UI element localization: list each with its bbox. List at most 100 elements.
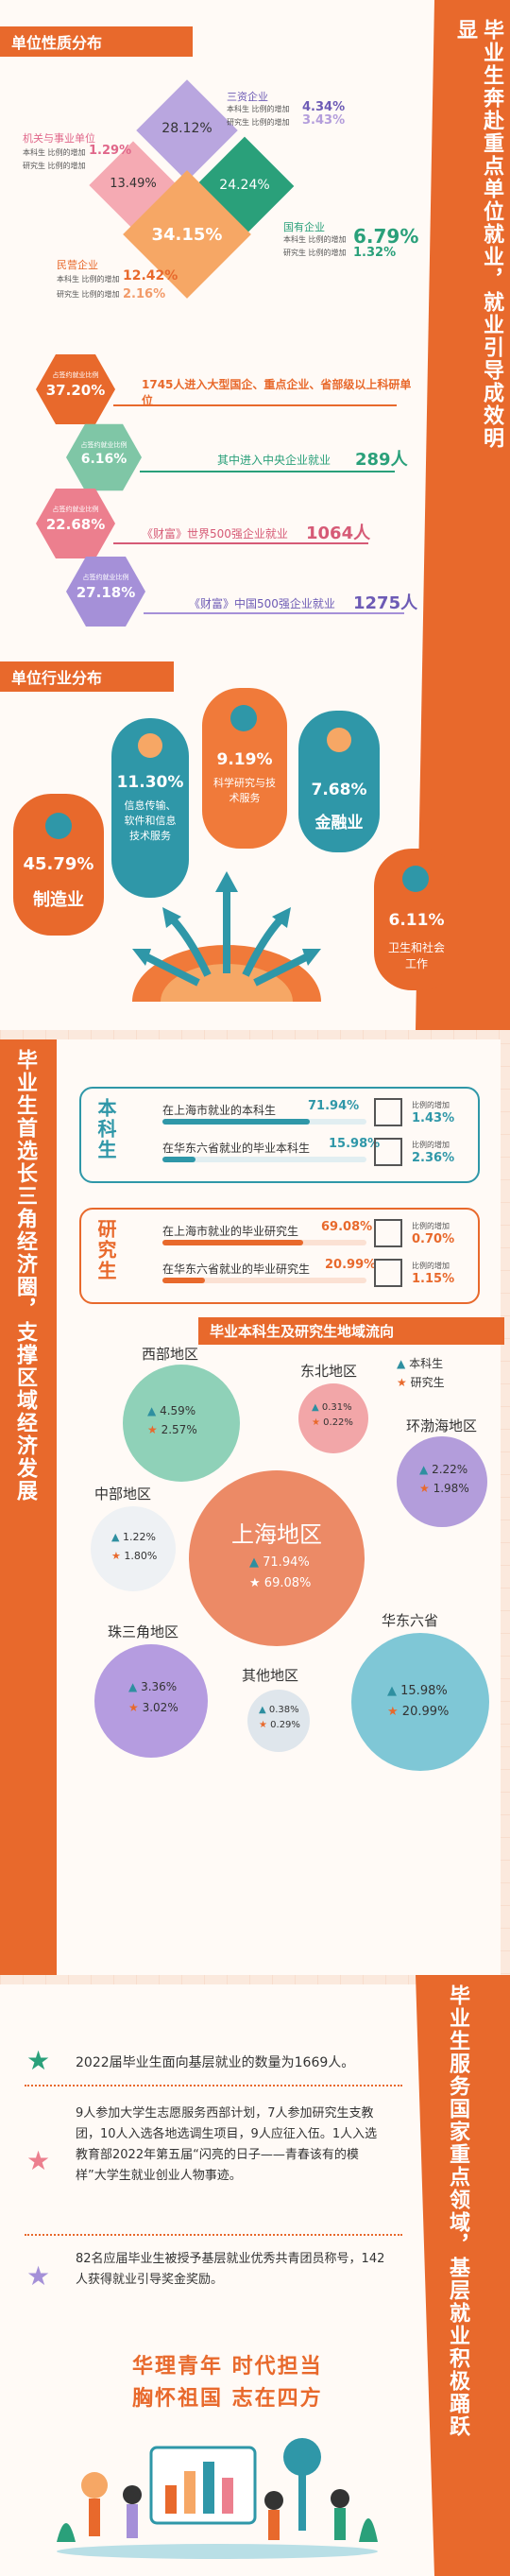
region-title: 毕业本科生及研究生地域流向	[198, 1317, 504, 1345]
legend-ug-label: 本科生	[409, 1357, 444, 1370]
industry-pill-mfg-name: 制造业	[33, 890, 84, 910]
industry-pill-mfg-dot	[45, 813, 72, 839]
region-west-circle	[123, 1365, 240, 1482]
growth-arrows-illustration	[132, 871, 321, 1002]
triangle-icon: ▲	[147, 1404, 157, 1417]
section3-side-title: 毕业生首选长三角经济圈，支撑区域经济发展	[13, 1049, 37, 1503]
ug-row1-bar	[162, 1119, 366, 1125]
basic-item1-text: 2022届毕业生面向基层就业的数量为1669人。	[76, 2055, 355, 2070]
section4-side-title: 毕业生服务国家重点领域，基层就业积极踊跃	[446, 1984, 469, 2438]
region-other-ug-val: 0.38%	[268, 1705, 299, 1715]
region-ne-ug-val: 0.31%	[321, 1402, 352, 1413]
triangle-icon: ▲	[259, 1705, 266, 1715]
pg-row1-pct: 69.08%	[321, 1220, 373, 1234]
legend-star-icon: ★	[397, 1376, 407, 1389]
pg-row2-text: 在华东六省就业的毕业研究生	[162, 1262, 311, 1276]
label-foreign-v2: 3.43%	[302, 113, 346, 128]
pg-row2-pct: 20.99%	[325, 1258, 377, 1272]
label-gov-l2: 研究生 比例的增加	[23, 162, 86, 170]
grad-label: 研究生	[94, 1219, 117, 1281]
legend-triangle-icon: ▲	[397, 1357, 406, 1370]
ug-row2-inc: 2.36%	[412, 1151, 455, 1165]
section3-side-band	[0, 1039, 57, 1975]
label-state-v1: 6.79%	[353, 225, 419, 248]
region-other-circle	[247, 1690, 310, 1752]
region-west-ug: ▲ 4.59%	[147, 1404, 196, 1417]
star-icon: ★	[111, 1550, 121, 1562]
ug-row1-text: 在上海市就业的本科生	[162, 1104, 277, 1117]
pg-row2-inc: 1.15%	[412, 1272, 455, 1286]
region-sh-circle	[189, 1470, 365, 1646]
hex-1-label: 占签约就业比例	[52, 371, 99, 379]
region-central-pg: ★ 1.80%	[111, 1550, 157, 1562]
industry-pill-fin-pct: 7.68%	[311, 781, 367, 799]
star-icon: ★	[312, 1417, 320, 1428]
hex-3-pct: 22.68%	[45, 516, 106, 533]
region-west-pg: ★ 2.57%	[147, 1423, 197, 1436]
hex-2-text: 其中进入中央企业就业	[217, 454, 332, 467]
hex-3-text: 《财富》世界500强企业就业	[142, 527, 288, 541]
section2-title: 单位行业分布	[0, 661, 174, 692]
legend-pg-label: 研究生	[410, 1376, 445, 1389]
pg-row1-inc-label: 比例的增加	[412, 1222, 450, 1230]
region-prd-pg-val: 3.02%	[142, 1701, 178, 1714]
label-state-l2: 研究生 比例的增加	[283, 249, 347, 257]
section1-side-title: 毕业生奔赴重点单位就业，就业引导成效明显	[453, 19, 503, 450]
star-icon: ★	[128, 1701, 139, 1714]
hex-4-pct: 27.18%	[76, 584, 136, 601]
pg-row1-text: 在上海市就业的毕业研究生	[162, 1225, 299, 1238]
pg-row1-chart-icon	[374, 1219, 402, 1247]
diamond-bottom-pct: 34.15%	[151, 225, 223, 245]
label-private-name: 民营企业	[57, 259, 98, 271]
basic-item1-star-icon: ★	[26, 2045, 51, 2076]
label-foreign-v1: 4.34%	[302, 100, 346, 114]
industry-pill-fin-dot	[327, 728, 351, 752]
ug-row1-pct: 71.94%	[308, 1099, 360, 1113]
region-prd-ug: ▲ 3.36%	[128, 1680, 177, 1693]
ug-row1-inc: 1.43%	[412, 1111, 455, 1125]
label-foreign-l2: 研究生 比例的增加	[227, 118, 290, 127]
industry-pill-sci-pct: 9.19%	[216, 750, 273, 769]
industry-pill-sci-dot	[230, 705, 257, 731]
triangle-icon: ▲	[249, 1555, 259, 1570]
hex-4-label: 占签约就业比例	[82, 574, 129, 581]
pg-row2-bar	[162, 1278, 366, 1283]
undergrad-box	[79, 1087, 480, 1183]
industry-pill-health-dot	[402, 866, 429, 892]
basic-item2-star-icon: ★	[26, 2145, 51, 2176]
ug-row2-chart-icon	[374, 1138, 402, 1166]
pg-row2-bar-fill	[162, 1278, 206, 1283]
region-west-pg-val: 2.57%	[161, 1423, 197, 1436]
hex-1-line	[113, 404, 397, 406]
triangle-icon: ▲	[111, 1531, 120, 1543]
label-gov-l1: 本科生 比例的增加	[23, 148, 86, 157]
section1-title: 单位性质分布	[0, 26, 193, 57]
basic-item2-text: 9人参加大学生志愿服务西部计划，7人参加研究生支教团，10人入选各地选调生项目，…	[76, 2106, 378, 2183]
industry-pill-it-pct: 11.30%	[116, 773, 184, 792]
diamond-left-pct: 13.49%	[110, 177, 157, 191]
region-ne-pg-val: 0.22%	[323, 1417, 353, 1428]
hex-2-label: 占签约就业比例	[80, 441, 128, 449]
hex-3-label: 占签约就业比例	[52, 506, 99, 513]
slogan-line1: 华理青年 时代担当	[132, 2355, 323, 2379]
hex-4-text: 《财富》中国500强企业就业	[189, 597, 335, 610]
region-central-ug-val: 1.22%	[122, 1531, 156, 1543]
pg-row1-inc: 0.70%	[412, 1232, 455, 1246]
region-ne-pg: ★ 0.22%	[312, 1417, 353, 1428]
region-bohai-ug: ▲ 2.22%	[419, 1463, 468, 1476]
region-other-name: 其他地区	[242, 1667, 299, 1684]
region-bohai-pg-val: 1.98%	[433, 1482, 469, 1495]
region-other-pg-val: 0.29%	[270, 1720, 300, 1730]
region-sh-ug-val: 71.94%	[263, 1555, 310, 1570]
hex-4-num: 1275人	[353, 593, 418, 613]
slogan-line2: 胸怀祖国 志在四方	[132, 2387, 323, 2411]
legend-ug: ▲ 本科生	[397, 1355, 443, 1371]
region-central-pg-val: 1.80%	[124, 1550, 158, 1562]
region-ne-circle	[298, 1383, 368, 1453]
ug-row1-chart-icon	[374, 1098, 402, 1126]
region-sh-ug: ▲ 71.94%	[249, 1555, 310, 1570]
label-foreign-name: 三资企业	[227, 91, 268, 103]
label-private-l2: 研究生 比例的增加	[57, 290, 120, 299]
region-east-ug-val: 15.98%	[400, 1684, 448, 1698]
basic-item3-star-icon: ★	[26, 2260, 51, 2292]
